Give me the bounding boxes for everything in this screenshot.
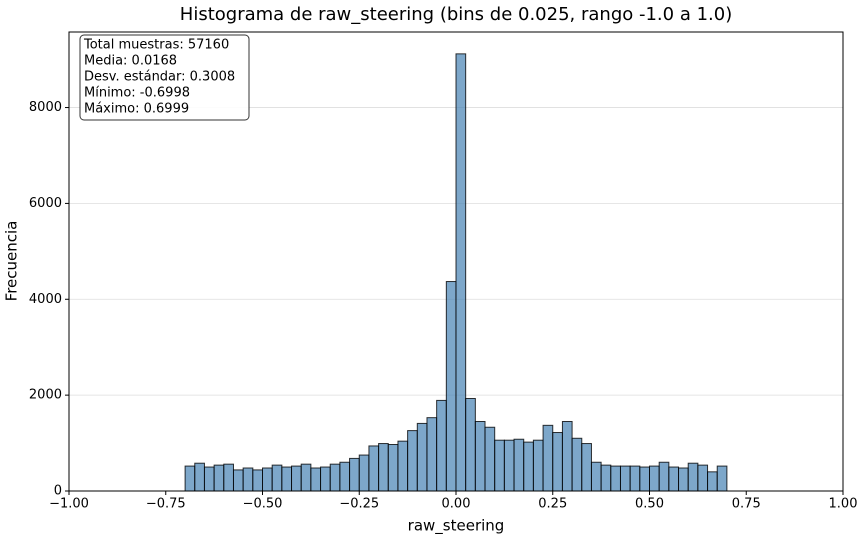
bar [378, 443, 389, 492]
bar [455, 53, 467, 492]
stats-line: Desv. estándar: 0.3008 [84, 70, 235, 85]
bar [513, 438, 525, 492]
bar [213, 464, 225, 492]
stats-line: Mínimo: -0.6998 [84, 86, 190, 101]
y-tick-label: 2000 [29, 388, 62, 403]
y-tick-label: 4000 [29, 292, 62, 307]
bar [223, 463, 234, 492]
x-tick-label: 0.00 [442, 497, 471, 512]
bar [716, 465, 728, 492]
y-tick-label: 8000 [29, 100, 62, 115]
bar [252, 469, 263, 492]
bar [474, 420, 486, 492]
bar [561, 420, 573, 492]
bar [416, 422, 428, 492]
bar [271, 464, 283, 492]
bar [503, 439, 515, 492]
plot-area [69, 53, 843, 492]
bar [300, 463, 312, 492]
bar [484, 426, 496, 492]
bar [281, 466, 293, 492]
bar [445, 281, 457, 492]
bar [581, 443, 592, 492]
bar [184, 465, 196, 492]
x-tick-label: 0.25 [538, 497, 567, 512]
bar [697, 464, 709, 492]
bar [532, 439, 544, 492]
bar [494, 439, 505, 492]
bar [242, 467, 254, 492]
bar [232, 469, 244, 492]
bar [358, 454, 370, 492]
bar [291, 465, 302, 492]
y-tick-label: 6000 [29, 196, 62, 211]
stats-line: Media: 0.0168 [84, 54, 177, 69]
bar [320, 466, 331, 492]
stats-box [79, 34, 250, 121]
bar [678, 467, 689, 492]
bar [194, 462, 205, 492]
bar [339, 461, 351, 492]
x-tick-label: −0.25 [339, 497, 379, 512]
bar [329, 463, 341, 492]
bar [668, 466, 680, 492]
x-tick-label: −0.50 [243, 497, 283, 512]
x-axis-label: raw_steering [408, 517, 505, 536]
x-tick-label: −0.75 [146, 497, 186, 512]
x-tick-label: 0.75 [732, 497, 761, 512]
bar [600, 464, 612, 492]
y-tick-label: 0 [54, 484, 62, 499]
stats-line: Total muestras: 57160 [83, 38, 229, 53]
bar [610, 465, 621, 492]
bar [707, 471, 718, 492]
bar [203, 466, 215, 492]
bar [397, 440, 409, 492]
bar [649, 465, 660, 492]
bar [349, 457, 360, 492]
bar [262, 467, 273, 492]
x-tick-label: 0.50 [635, 497, 664, 512]
bar [552, 432, 563, 492]
bar [590, 461, 602, 492]
bar [426, 417, 438, 492]
bar [629, 465, 641, 492]
x-tick-label: −1.00 [49, 497, 89, 512]
stats-line: Máximo: 0.6999 [84, 102, 189, 117]
bar [619, 465, 631, 492]
bar [368, 445, 380, 492]
bar [639, 466, 651, 492]
bar [687, 462, 699, 492]
chart-title: Histograma de raw_steering (bins de 0.02… [180, 4, 732, 25]
bar [658, 461, 670, 492]
bar [387, 444, 399, 492]
bar [571, 437, 583, 492]
bar [407, 430, 418, 492]
bar [542, 424, 554, 492]
y-axis-label: Frecuencia [3, 221, 21, 302]
bar [436, 399, 447, 492]
x-tick-label: 1.00 [829, 497, 858, 512]
bar [465, 397, 476, 492]
bar [523, 441, 534, 492]
bar [310, 467, 322, 492]
